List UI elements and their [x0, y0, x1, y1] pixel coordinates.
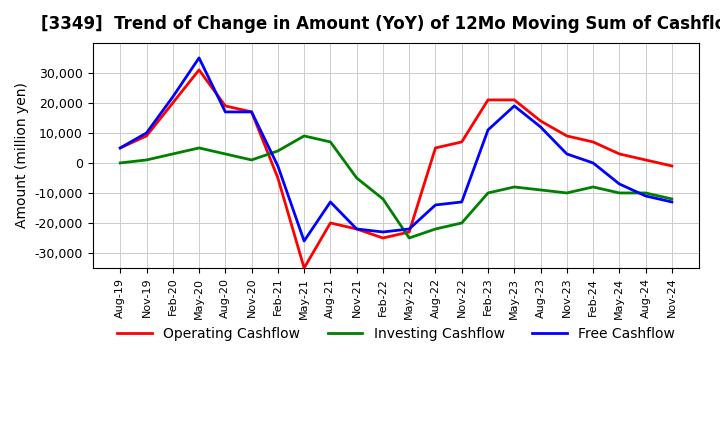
Free Cashflow — [379, 229, 387, 235]
Investing Cashflow — [405, 235, 413, 241]
Investing Cashflow — [247, 158, 256, 163]
Investing Cashflow — [352, 175, 361, 180]
Free Cashflow — [221, 109, 230, 114]
Free Cashflow — [405, 226, 413, 231]
Operating Cashflow — [431, 145, 440, 150]
Operating Cashflow — [510, 97, 518, 103]
Investing Cashflow — [431, 226, 440, 231]
Operating Cashflow — [274, 175, 282, 180]
Investing Cashflow — [667, 196, 676, 202]
Operating Cashflow — [667, 163, 676, 169]
Free Cashflow — [300, 238, 308, 244]
Investing Cashflow — [221, 151, 230, 157]
Free Cashflow — [431, 202, 440, 208]
Free Cashflow — [274, 163, 282, 169]
Investing Cashflow — [168, 151, 177, 157]
Operating Cashflow — [642, 158, 650, 163]
Free Cashflow — [642, 193, 650, 198]
Free Cashflow — [589, 160, 598, 165]
Free Cashflow — [116, 145, 125, 150]
Operating Cashflow — [116, 145, 125, 150]
Y-axis label: Amount (million yen): Amount (million yen) — [15, 83, 29, 228]
Free Cashflow — [484, 127, 492, 132]
Operating Cashflow — [379, 235, 387, 241]
Line: Operating Cashflow: Operating Cashflow — [120, 70, 672, 268]
Free Cashflow — [615, 181, 624, 187]
Operating Cashflow — [562, 133, 571, 139]
Operating Cashflow — [168, 100, 177, 106]
Free Cashflow — [142, 130, 150, 136]
Free Cashflow — [194, 55, 203, 61]
Operating Cashflow — [457, 139, 466, 145]
Title: [3349]  Trend of Change in Amount (YoY) of 12Mo Moving Sum of Cashflows: [3349] Trend of Change in Amount (YoY) o… — [41, 15, 720, 33]
Free Cashflow — [247, 109, 256, 114]
Line: Free Cashflow: Free Cashflow — [120, 58, 672, 241]
Investing Cashflow — [116, 160, 125, 165]
Investing Cashflow — [457, 220, 466, 226]
Investing Cashflow — [194, 145, 203, 150]
Investing Cashflow — [562, 191, 571, 196]
Free Cashflow — [562, 151, 571, 157]
Operating Cashflow — [589, 139, 598, 145]
Operating Cashflow — [615, 151, 624, 157]
Free Cashflow — [667, 199, 676, 205]
Line: Investing Cashflow: Investing Cashflow — [120, 136, 672, 238]
Operating Cashflow — [326, 220, 335, 226]
Investing Cashflow — [274, 148, 282, 154]
Investing Cashflow — [300, 133, 308, 139]
Operating Cashflow — [247, 109, 256, 114]
Investing Cashflow — [589, 184, 598, 190]
Free Cashflow — [510, 103, 518, 109]
Investing Cashflow — [484, 191, 492, 196]
Operating Cashflow — [300, 265, 308, 271]
Investing Cashflow — [536, 187, 545, 193]
Free Cashflow — [326, 199, 335, 205]
Operating Cashflow — [142, 133, 150, 139]
Free Cashflow — [536, 124, 545, 129]
Legend: Operating Cashflow, Investing Cashflow, Free Cashflow: Operating Cashflow, Investing Cashflow, … — [112, 322, 680, 347]
Free Cashflow — [352, 226, 361, 231]
Investing Cashflow — [326, 139, 335, 145]
Operating Cashflow — [405, 229, 413, 235]
Free Cashflow — [168, 94, 177, 99]
Operating Cashflow — [352, 226, 361, 231]
Operating Cashflow — [194, 67, 203, 73]
Investing Cashflow — [615, 191, 624, 196]
Operating Cashflow — [221, 103, 230, 109]
Investing Cashflow — [510, 184, 518, 190]
Operating Cashflow — [536, 118, 545, 124]
Investing Cashflow — [142, 158, 150, 163]
Investing Cashflow — [642, 191, 650, 196]
Free Cashflow — [457, 199, 466, 205]
Operating Cashflow — [484, 97, 492, 103]
Investing Cashflow — [379, 196, 387, 202]
